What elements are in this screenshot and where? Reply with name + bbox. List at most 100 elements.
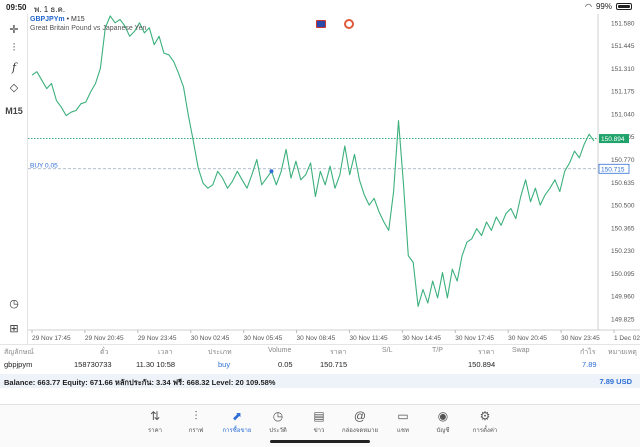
total-currency: USD (616, 377, 632, 386)
x-tick-label: 30 Nov 02:45 (191, 335, 230, 342)
balance-bar: Balance: 663.77 Equity: 671.66 หลักประกั… (0, 374, 640, 388)
order-price-label: 150.715 (601, 166, 625, 173)
tab-label: ประวัติ (269, 428, 287, 434)
x-tick-label: 30 Nov 17:45 (455, 335, 494, 342)
status-date: พ. 1 ธ.ค. (34, 5, 66, 14)
tab-label: การซื้อขาย (222, 428, 252, 434)
tab-label: แชท (397, 428, 409, 434)
status-bar: 09:50 พ. 1 ธ.ค. ◠ 99% (0, 0, 640, 14)
chart-flags (316, 19, 354, 29)
x-tick-label: 30 Nov 08:45 (297, 335, 336, 342)
header-ticket: ตั๋ว (100, 349, 109, 356)
objects-icon[interactable]: ◇ (9, 81, 19, 94)
y-tick-label: 150.230 (611, 248, 635, 255)
x-tick-label: 29 Nov 17:45 (32, 335, 71, 342)
crosshair-icon[interactable]: ✛ (9, 23, 19, 36)
uk-flag-icon (316, 20, 326, 28)
candlestick-icon[interactable]: ⫶ (12, 41, 16, 54)
y-tick-label: 150.365 (611, 225, 635, 232)
x-tick-label: 30 Nov 23:45 (561, 335, 600, 342)
quotes-icon: ⇅ (149, 409, 161, 423)
chart-history-icon[interactable]: ◷ (9, 297, 19, 310)
home-indicator[interactable] (270, 440, 370, 443)
price-line (31, 15, 595, 307)
function-icon[interactable]: f (11, 60, 17, 74)
header-symbol: สัญลักษณ์ (4, 349, 34, 356)
header-profit: กำไร (580, 349, 596, 356)
chart-description: Great Britain Pound vs Japanese Yen (30, 25, 147, 32)
tab-label: กล่องจดหมาย (341, 428, 379, 434)
chart-title: GBPJPYm • M15 (30, 16, 85, 23)
tab-settings[interactable]: ⚙ การตั้งค่า (465, 409, 505, 435)
mailbox-icon: @ (353, 409, 367, 423)
header-sl: S/L (382, 347, 393, 354)
tab-quotes[interactable]: ⇅ ราคา (135, 409, 175, 435)
row-price: 150.715 (320, 360, 348, 369)
tab-account[interactable]: ◉ บัญชี (423, 409, 463, 435)
header-tp: T/P (432, 347, 443, 354)
add-icon[interactable]: ⊞ (9, 322, 19, 335)
tab-chart[interactable]: ⫶ กราฟ (176, 409, 216, 435)
header-swap: Swap (512, 347, 530, 354)
tab-news[interactable]: ▤ ข่าว (299, 409, 339, 435)
x-tick-label: 30 Nov 20:45 (508, 335, 547, 342)
order-price-tag (598, 163, 630, 174)
y-tick-label: 150.770 (611, 157, 635, 164)
tab-label: กราฟ (188, 428, 204, 434)
tab-history[interactable]: ◷ ประวัติ (258, 409, 298, 435)
entry-marker (269, 169, 274, 174)
y-tick-label: 150.500 (611, 203, 635, 210)
header-price-current: ราคา (478, 349, 495, 356)
order-label: BUY 0.05 (30, 162, 58, 169)
tab-label: การตั้งค่า (472, 428, 498, 434)
x-tick-label: 29 Nov 23:45 (138, 335, 177, 342)
balance-summary: Balance: 663.77 Equity: 671.66 หลักประกั… (4, 378, 276, 387)
y-tick-label: 151.175 (611, 89, 635, 96)
timeframe-button[interactable]: M15 (5, 106, 23, 116)
wifi-icon: ◠ (585, 2, 592, 11)
battery-percent: 99% (595, 2, 612, 11)
y-tick-label: 151.040 (611, 111, 635, 118)
position-row[interactable]: gbpjpym 158730733 11.30 10:58 buy 0.05 1… (0, 358, 640, 372)
y-tick-label: 151.580 (611, 20, 635, 27)
price-chart[interactable]: 151.580151.445151.310151.175151.040150.9… (28, 14, 640, 344)
chart-timeframe: M15 (70, 16, 85, 23)
history-icon: ◷ (272, 409, 284, 423)
tab-chat[interactable]: ▭ แชท (383, 409, 423, 435)
header-type: ประเภท (208, 349, 232, 356)
news-icon: ▤ (313, 409, 325, 423)
x-tick-label: 1 Dec 02:45 (614, 335, 640, 342)
account-icon: ◉ (437, 409, 449, 423)
trade-icon: ⬈ (231, 409, 243, 423)
chart-canvas[interactable]: 151.580151.445151.310151.175151.040150.9… (28, 14, 640, 344)
chart-icon: ⫶ (194, 409, 198, 423)
y-tick-label: 149.960 (611, 294, 635, 301)
tab-mailbox[interactable]: @ กล่องจดหมาย (340, 409, 380, 435)
jp-flag-icon (344, 19, 354, 29)
y-tick-label: 150.635 (611, 180, 635, 187)
total-profit-value: 7.89 (599, 377, 615, 386)
header-volume: Volume (268, 347, 292, 354)
y-tick-label: 151.310 (611, 66, 635, 73)
y-tick-label: 150.095 (611, 271, 635, 278)
x-tick-label: 30 Nov 14:45 (402, 335, 441, 342)
header-note: หมายเหตุ (608, 349, 637, 356)
tab-label: ราคา (148, 428, 162, 434)
x-tick-label: 30 Nov 05:45 (244, 335, 283, 342)
battery-icon (616, 3, 632, 10)
row-time: 11.30 10:58 (136, 360, 176, 369)
positions-header: สัญลักษณ์ ตั๋ว เวลา ประเภท Volume ราคา S… (0, 344, 640, 356)
status-time: 09:50 (6, 3, 27, 12)
header-price: ราคา (330, 349, 347, 356)
y-tick-label: 151.445 (611, 43, 635, 50)
bid-price-label: 150.894 (601, 136, 625, 143)
tab-trade[interactable]: ⬈ การซื้อขาย (217, 409, 257, 435)
bottom-tab-bar: ⇅ ราคา ⫶ กราฟ ⬈ การซื้อขาย ◷ ประวัติ ▤ ข… (0, 404, 640, 447)
bid-price-tag (599, 134, 629, 144)
chat-icon: ▭ (397, 409, 409, 423)
row-type: buy (218, 360, 231, 369)
x-tick-label: 30 Nov 11:45 (349, 335, 388, 342)
tab-label: บัญชี (436, 428, 450, 434)
y-tick-label: 149.825 (611, 317, 635, 324)
header-time: เวลา (158, 349, 173, 356)
